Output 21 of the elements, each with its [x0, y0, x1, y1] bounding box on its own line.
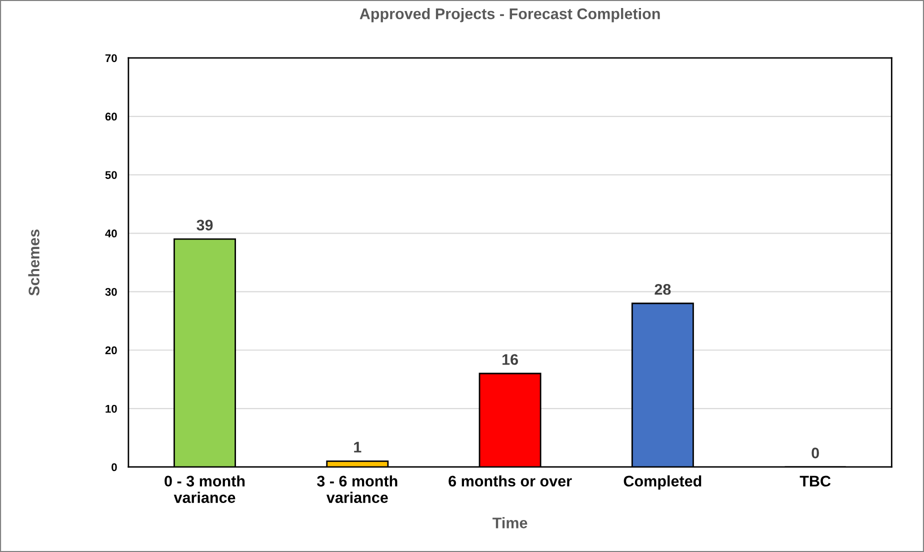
x-tick-label: 3 - 6 month variance — [317, 475, 398, 504]
data-label: 1 — [354, 442, 362, 452]
x-tick-label: 6 months or over — [448, 475, 572, 487]
y-tick-label: 10 — [106, 404, 117, 413]
y-tick-label: 60 — [105, 112, 117, 121]
y-tick-label: 20 — [105, 346, 117, 354]
y-tick-label: 0 — [112, 463, 117, 472]
chart-title: Approved Projects - Forecast Completion — [360, 8, 660, 22]
data-label: 39 — [196, 220, 213, 231]
x-tick-label: 0 - 3 month variance — [164, 475, 245, 504]
y-tick-label: 30 — [105, 288, 117, 296]
data-label: 16 — [502, 354, 518, 365]
x-tick-label: Completed — [624, 475, 702, 490]
x-tick-label: TBC — [800, 476, 831, 487]
data-label: 0 — [812, 448, 819, 458]
y-tick-label: 70 — [105, 54, 117, 62]
y-tick-label: 50 — [105, 171, 117, 179]
y-tick-label: 40 — [105, 230, 117, 238]
x-axis-title: Time — [492, 517, 528, 528]
y-axis-title: Schemes — [28, 230, 40, 296]
data-label: 28 — [654, 284, 671, 295]
